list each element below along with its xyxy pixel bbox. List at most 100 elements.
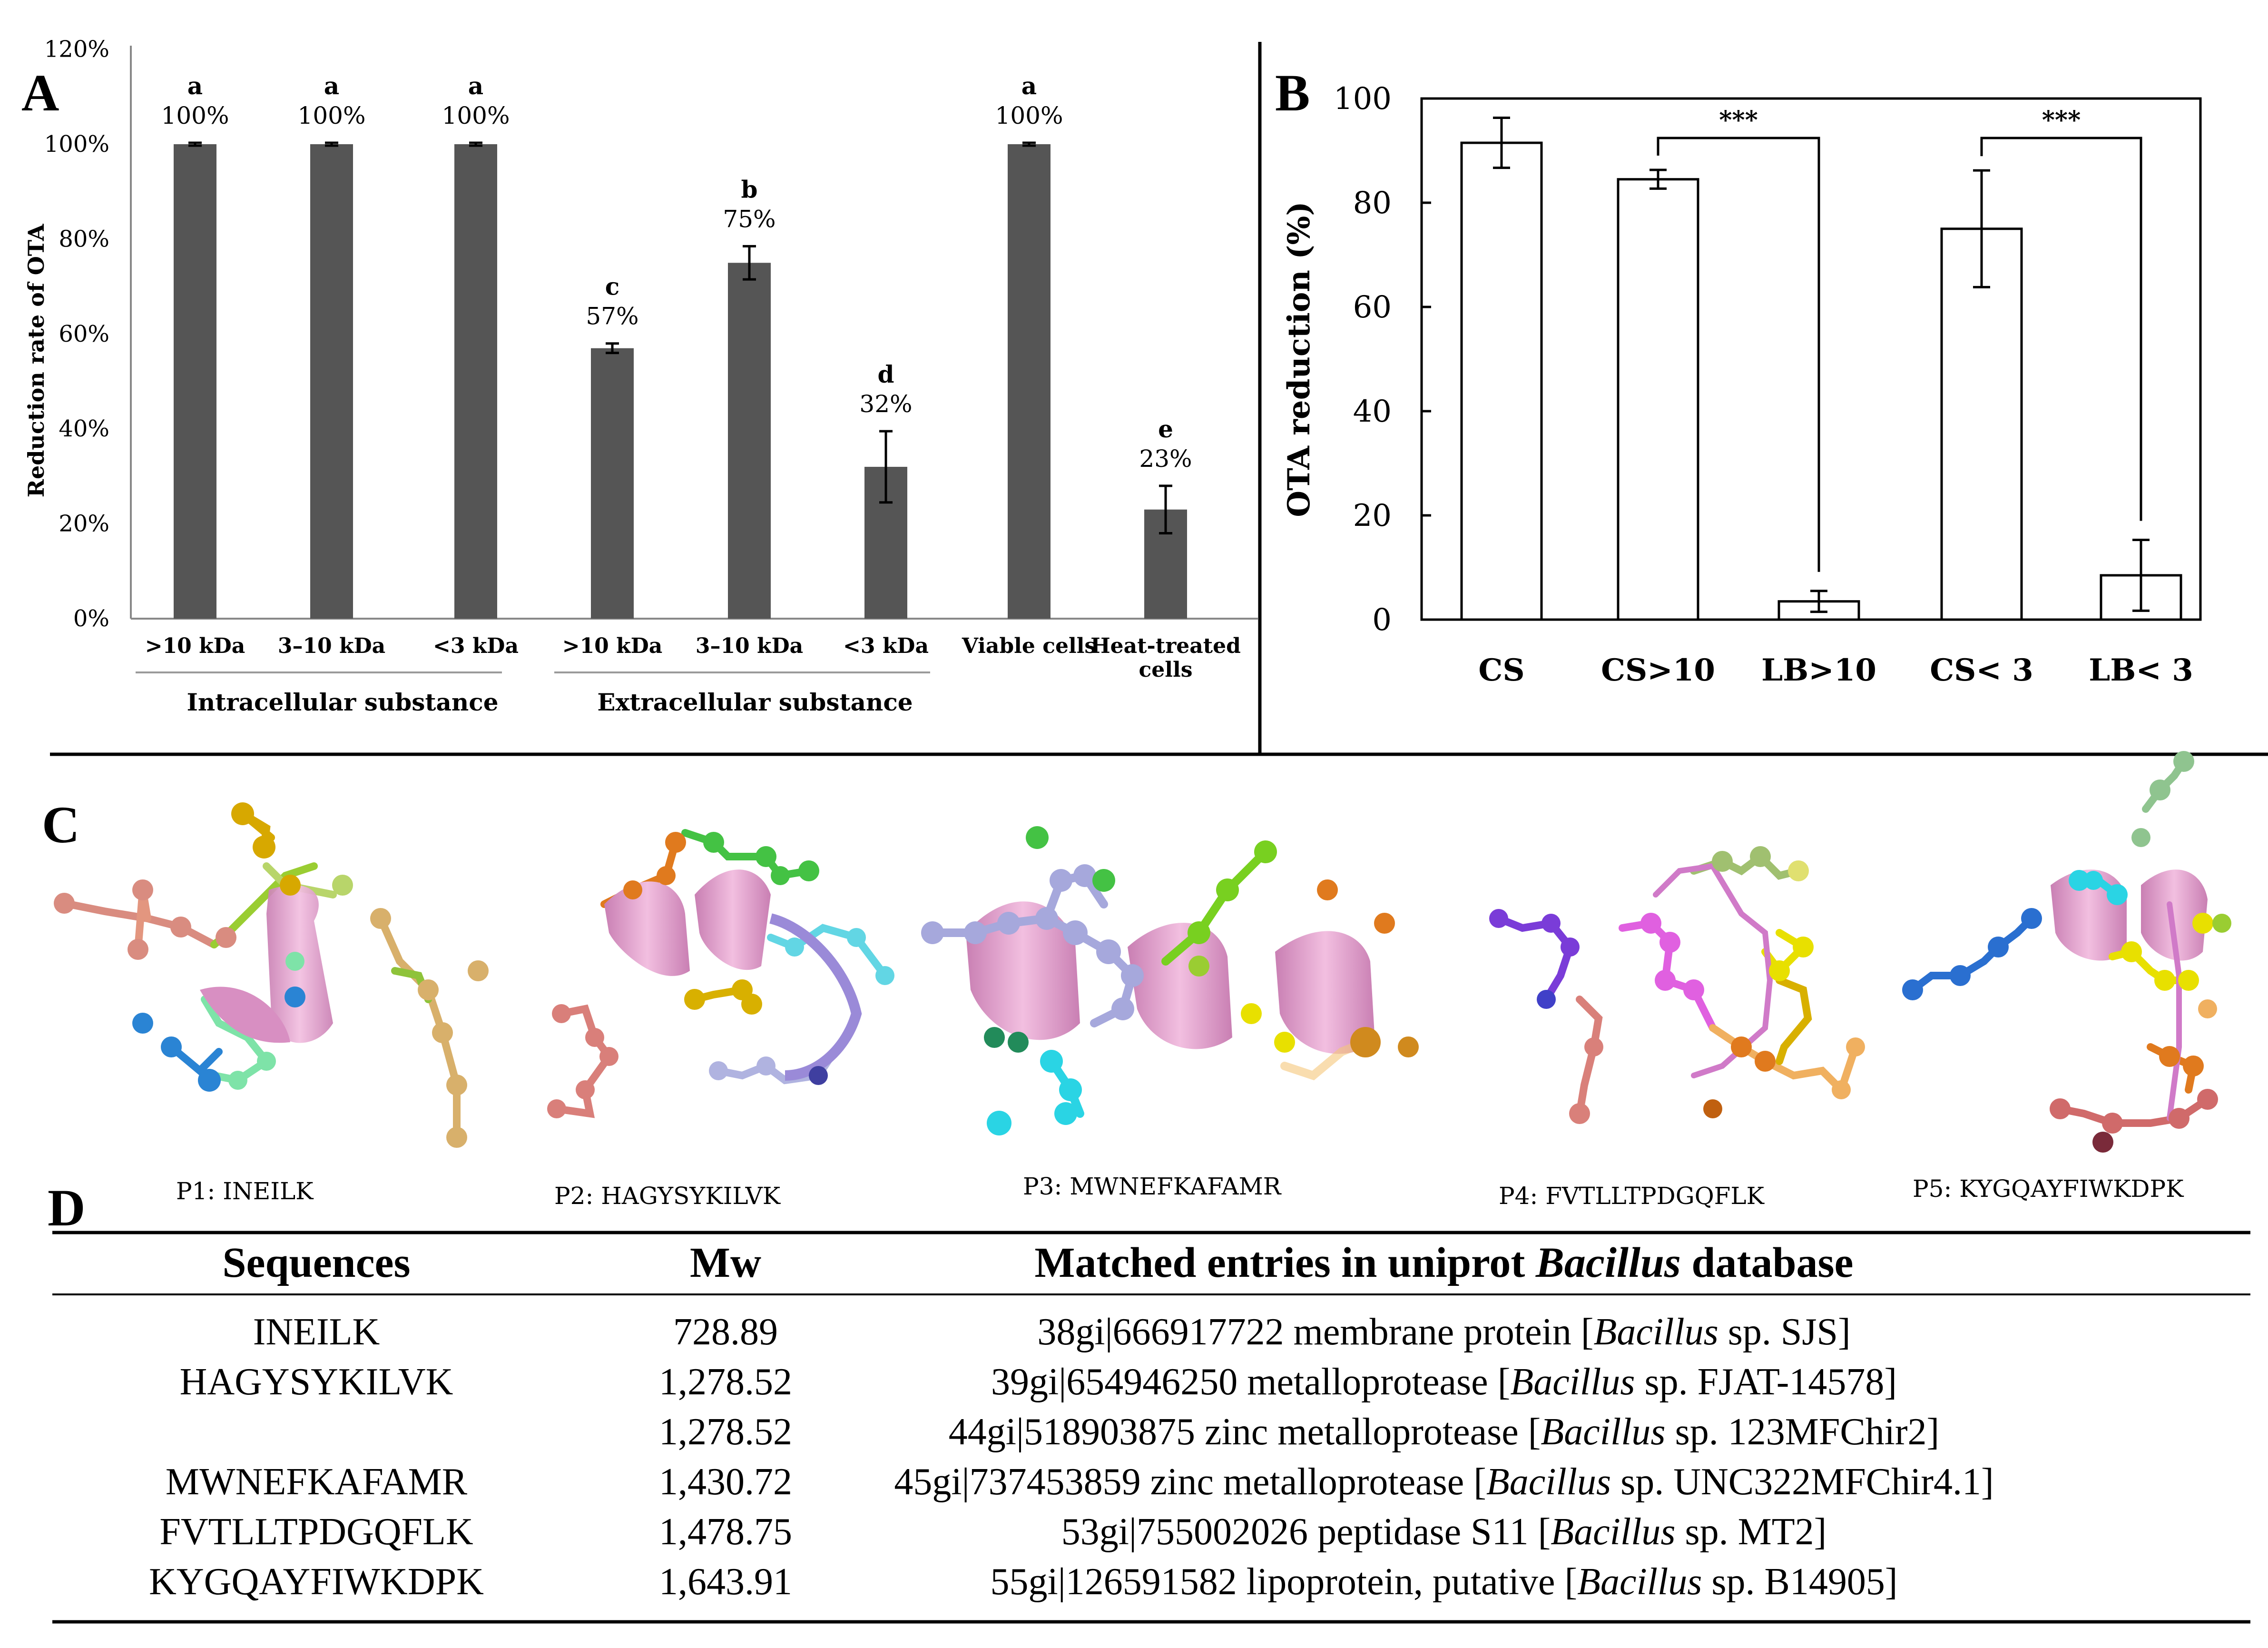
peptide-table: Sequences Mw Matched entries in uniprot … xyxy=(52,1231,2250,1624)
table-cell-matched-entry: 44gi|518903875 zinc metalloprotease [Bac… xyxy=(949,1411,1939,1453)
chart-a-ytick-label: 100% xyxy=(44,131,109,158)
table-cell-matched-prefix: 39gi|654946250 metalloprotease [ xyxy=(991,1361,1510,1403)
table-cell-mw: 1,478.75 xyxy=(659,1511,792,1553)
chart-b-category-label: CS>10 xyxy=(1601,652,1715,688)
chart-a-category-label: <3 kDa xyxy=(843,634,929,658)
chart-a-value-label: 100% xyxy=(442,102,510,129)
chart-b-significance-bracket xyxy=(1980,137,2142,521)
table-cell-matched-genus: Bacillus xyxy=(1541,1411,1665,1453)
table-cell-matched-suffix: sp. FJAT-14578] xyxy=(1635,1361,1897,1403)
chart-a-category-label: Heat-treated xyxy=(1090,634,1241,658)
chart-a-ytick-label: 80% xyxy=(59,226,109,252)
chart-a-ytick-label: 60% xyxy=(59,321,109,347)
table-cell-matched-genus: Bacillus xyxy=(1551,1511,1675,1553)
chart-a-value-label: 100% xyxy=(298,102,366,129)
table-cell-matched-prefix: 45gi|737453859 zinc metalloprotease [ xyxy=(894,1461,1486,1503)
table-rows: INEILK 728.89 38gi|666917722 membrane prot… xyxy=(149,1311,1994,1603)
table-cell-matched-suffix: sp. 123MFChir2] xyxy=(1666,1411,1940,1453)
structure-p3: P3: MWNEFKAFAMR xyxy=(921,826,1419,1200)
chart-a-value-label: 57% xyxy=(586,303,638,330)
chart-a-value-label: 23% xyxy=(1139,445,1192,473)
chart-a-value-label: 100% xyxy=(995,102,1063,129)
chart-a-value-label: 100% xyxy=(161,102,229,129)
chart-a-category-label: 3–10 kDa xyxy=(696,634,803,658)
table-cell-matched-suffix: sp. B14905] xyxy=(1702,1561,1897,1603)
chart-b-bar xyxy=(1460,141,1543,621)
chart-a-ytick-label: 120% xyxy=(44,36,109,63)
chart-b-significance-label: *** xyxy=(2042,106,2081,135)
table-cell-matched-prefix: 53gi|755002026 peptidase S11 [ xyxy=(1061,1511,1551,1553)
chart-a-ylabel: Reduction rate of OTA xyxy=(23,223,49,497)
table-header-matched-prefix: Matched entries in uniprot xyxy=(1035,1239,1536,1286)
table-cell-matched-genus: Bacillus xyxy=(1486,1461,1611,1503)
chart-a-value-label: 32% xyxy=(859,390,912,418)
chart-a-group-extracellular: Extracellular substance xyxy=(597,688,913,716)
table-cell-matched-genus: Bacillus xyxy=(1594,1311,1718,1353)
structure-p3-label: P3: MWNEFKAFAMR xyxy=(1023,1173,1282,1200)
structure-p1: P1: INEILK xyxy=(54,802,489,1205)
table-header-mw: Mw xyxy=(690,1239,761,1286)
chart-a-category-label: 3–10 kDa xyxy=(278,634,385,658)
structure-p2: P2: HAGYSYKILVK xyxy=(547,829,894,1210)
chart-a-significance-letter: a xyxy=(1021,72,1037,100)
table-cell-sequence: HAGYSYKILVK xyxy=(180,1361,453,1403)
table-header-matched: Matched entries in uniprot Bacillus data… xyxy=(1035,1239,1854,1286)
chart-a-ytick-label: 0% xyxy=(73,605,109,632)
chart-a: Reduction rate of OTA Intracellular subs… xyxy=(23,36,1258,716)
chart-b-category-label: CS< 3 xyxy=(1930,652,2033,688)
table-cell-mw: 1,278.52 xyxy=(659,1361,792,1403)
chart-a-bar xyxy=(174,144,216,619)
chart-a-bar xyxy=(728,263,771,619)
chart-b-ytick-label: 80 xyxy=(1353,186,1392,221)
chart-b-category-label: LB< 3 xyxy=(2089,652,2193,688)
table-cell-sequence: FVTLLTPDGQFLK xyxy=(159,1511,473,1553)
chart-a-category-label: <3 kDa xyxy=(433,634,519,658)
chart-b-ytick-label: 40 xyxy=(1353,394,1392,429)
chart-b-ytick-label: 20 xyxy=(1353,498,1392,533)
chart-b-ytick-label: 0 xyxy=(1372,602,1392,638)
table-cell-matched-prefix: 55gi|126591582 lipoprotein, putative [ xyxy=(991,1561,1578,1603)
table-cell-matched-suffix: sp. UNC322MFChir4.1] xyxy=(1611,1461,1994,1503)
table-cell-matched-entry: 55gi|126591582 lipoprotein, putative [Ba… xyxy=(991,1561,1898,1603)
chart-a-ytick-label: 20% xyxy=(59,511,109,537)
table-cell-matched-prefix: 38gi|666917722 membrane protein [ xyxy=(1037,1311,1593,1353)
table-header-sequences: Sequences xyxy=(222,1239,410,1286)
chart-a-category-label: >10 kDa xyxy=(562,634,663,658)
chart-b-bar xyxy=(1940,227,2023,621)
panel-label-c: C xyxy=(42,796,79,854)
table-header-matched-genus: Bacillus xyxy=(1535,1239,1681,1286)
chart-b-category-label: LB>10 xyxy=(1761,652,1876,688)
chart-a-category-label-line2: cells xyxy=(1139,658,1193,682)
chart-a-significance-letter: a xyxy=(468,72,483,100)
chart-a-bar xyxy=(1008,144,1051,619)
structure-p2-label: P2: HAGYSYKILVK xyxy=(554,1182,781,1210)
chart-b-ytick-label: 100 xyxy=(1334,81,1392,117)
chart-a-significance-letter: b xyxy=(741,175,758,203)
table-cell-matched-genus: Bacillus xyxy=(1510,1361,1635,1403)
chart-b-category-label: CS xyxy=(1478,652,1524,688)
table-cell-matched-suffix: sp. SJS] xyxy=(1718,1311,1851,1353)
chart-a-category-label: Viable cells xyxy=(962,634,1096,658)
chart-a-ytick-label: 40% xyxy=(59,415,109,442)
chart-a-category-label: >10 kDa xyxy=(145,634,245,658)
chart-a-bar xyxy=(310,144,353,619)
chart-a-bar xyxy=(591,348,634,619)
chart-a-significance-letter: e xyxy=(1158,415,1173,443)
table-cell-matched-entry: 53gi|755002026 peptidase S11 [Bacillus s… xyxy=(1061,1511,1826,1553)
chart-a-significance-letter: a xyxy=(187,72,203,100)
table-cell-matched-entry: 38gi|666917722 membrane protein [Bacillu… xyxy=(1037,1311,1850,1353)
chart-a-bar xyxy=(454,144,497,619)
chart-a-significance-letter: c xyxy=(605,273,619,301)
structure-p4-label: P4: FVTLLTPDGQFLK xyxy=(1499,1182,1765,1210)
chart-b-significance-label: *** xyxy=(1719,106,1758,135)
panel-label-d: D xyxy=(48,1179,85,1237)
chart-a-significance-letter: a xyxy=(324,72,339,100)
table-cell-matched-entry: 39gi|654946250 metalloprotease [Bacillus… xyxy=(991,1361,1897,1403)
table-cell-mw: 1,278.52 xyxy=(659,1411,792,1453)
chart-a-value-label: 75% xyxy=(723,205,776,233)
table-cell-mw: 1,430.72 xyxy=(659,1461,792,1503)
chart-b-significance-bracket xyxy=(1657,137,1820,572)
chart-b-bar xyxy=(1617,178,1699,621)
chart-b-ytick-label: 60 xyxy=(1353,290,1392,325)
table-cell-matched-entry: 45gi|737453859 zinc metalloprotease [Bac… xyxy=(894,1461,1993,1503)
